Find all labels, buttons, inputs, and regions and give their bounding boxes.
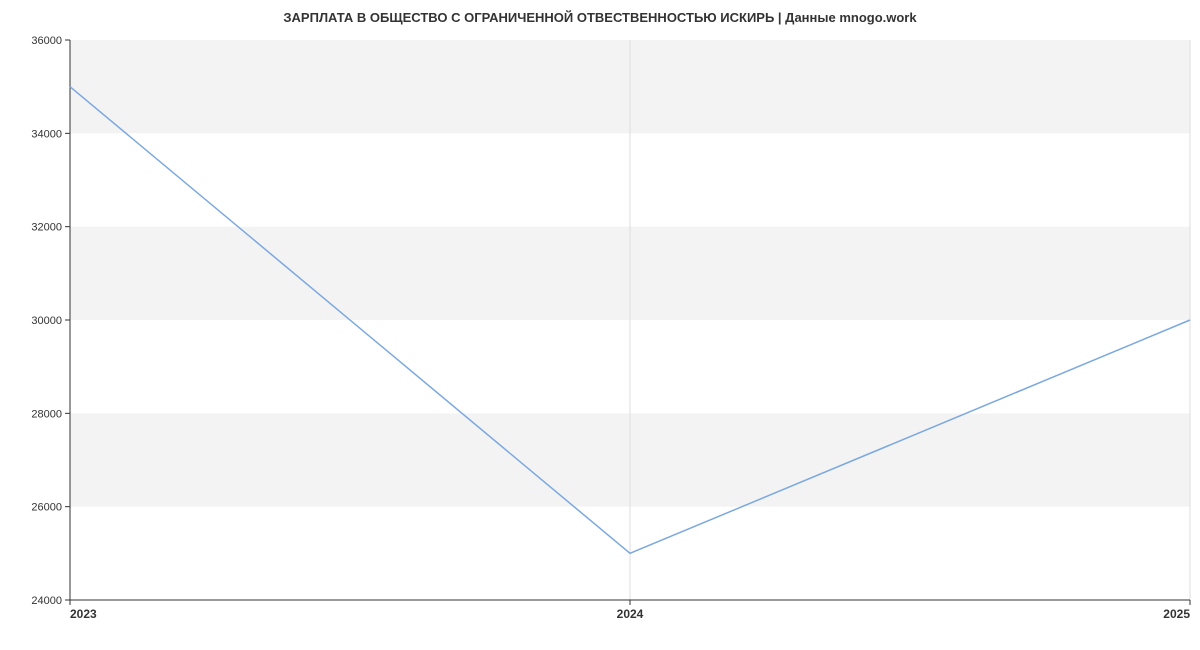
- y-tick-label: 24000: [31, 595, 62, 607]
- y-tick-label: 28000: [31, 408, 62, 420]
- y-tick-label: 26000: [31, 502, 62, 514]
- x-tick-label: 2023: [70, 607, 97, 621]
- x-tick-label: 2025: [1163, 607, 1190, 621]
- y-tick-label: 32000: [31, 222, 62, 234]
- y-tick-label: 36000: [31, 35, 62, 47]
- x-tick-label: 2024: [617, 607, 644, 621]
- y-tick-label: 30000: [31, 315, 62, 327]
- y-tick-label: 34000: [31, 128, 62, 140]
- salary-line-chart: ЗАРПЛАТА В ОБЩЕСТВО С ОГРАНИЧЕННОЙ ОТВЕС…: [0, 0, 1200, 650]
- chart-svg: 24000 26000 28000 30000 32000 34000 36000 2023 2…: [0, 0, 1200, 650]
